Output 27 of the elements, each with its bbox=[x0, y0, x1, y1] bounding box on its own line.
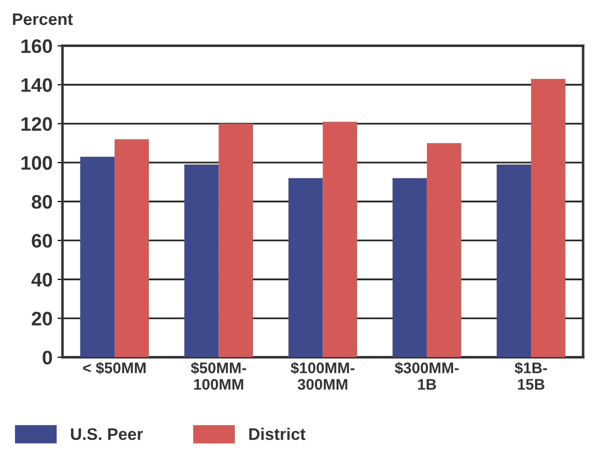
bar bbox=[531, 78, 566, 358]
y-axis-title: Percent bbox=[13, 13, 73, 26]
legend-label: District bbox=[249, 428, 306, 440]
bar bbox=[322, 122, 358, 358]
y-tick-label: 120 bbox=[22, 117, 52, 131]
legend-label: U.S. Peer bbox=[71, 428, 143, 440]
y-tick-label: 100 bbox=[22, 156, 52, 170]
bar bbox=[80, 156, 115, 358]
bar bbox=[496, 164, 532, 358]
bar bbox=[426, 143, 462, 358]
x-tick-label: $300MM- 1B bbox=[394, 362, 459, 390]
x-tick-label: $1B- 15B bbox=[514, 362, 547, 390]
y-tick-label: 0 bbox=[42, 350, 52, 364]
bar bbox=[392, 178, 427, 358]
y-tick-label: 20 bbox=[32, 312, 52, 326]
y-tick-label: 80 bbox=[32, 194, 52, 209]
bar bbox=[114, 139, 149, 358]
bar bbox=[218, 124, 254, 358]
bar bbox=[288, 178, 323, 358]
x-tick-label: < $50MM bbox=[83, 362, 146, 374]
y-tick-label: 40 bbox=[31, 272, 52, 287]
y-tick-label: 140 bbox=[22, 78, 52, 92]
y-tick-label: 160 bbox=[22, 39, 52, 54]
x-tick-label: $50MM- 100MM bbox=[190, 362, 246, 390]
x-tick-label: $100MM- 300MM bbox=[290, 362, 354, 390]
bar bbox=[184, 164, 219, 358]
y-tick-label: 60 bbox=[32, 234, 52, 248]
